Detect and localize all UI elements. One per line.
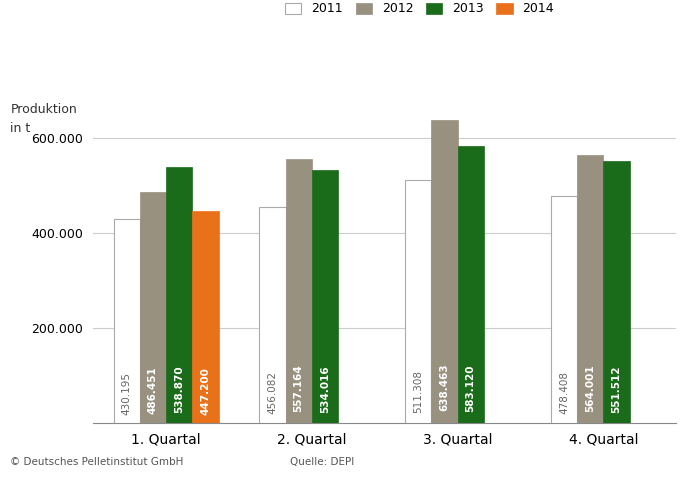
Bar	[259, 206, 286, 423]
Text: 486.451: 486.451	[148, 366, 158, 414]
Text: 430.195: 430.195	[121, 372, 132, 415]
Text: 478.408: 478.408	[559, 371, 569, 414]
Bar	[577, 155, 603, 423]
Text: Holzpelletproduktion in Deutschland 2011– 2014: Holzpelletproduktion in Deutschland 2011…	[1, 25, 689, 49]
Text: 638.463: 638.463	[440, 363, 449, 411]
Legend: 2011, 2012, 2013, 2014: 2011, 2012, 2013, 2014	[280, 0, 559, 21]
Text: 564.001: 564.001	[585, 365, 595, 413]
Bar	[286, 159, 312, 423]
Bar	[431, 120, 457, 423]
Text: Produktion: Produktion	[10, 103, 77, 116]
Text: © Deutsches Pelletinstitut GmbH: © Deutsches Pelletinstitut GmbH	[10, 456, 184, 467]
Bar	[603, 161, 629, 423]
Bar	[312, 170, 338, 423]
Text: 447.200: 447.200	[200, 367, 210, 414]
Bar	[140, 192, 166, 423]
Text: 456.082: 456.082	[268, 371, 277, 414]
Text: 538.870: 538.870	[174, 365, 184, 413]
Text: 511.308: 511.308	[413, 370, 423, 413]
Bar	[457, 146, 484, 423]
Bar	[551, 196, 577, 423]
Text: in t: in t	[10, 122, 30, 135]
Text: 583.120: 583.120	[466, 364, 475, 412]
Bar	[114, 219, 140, 423]
Text: 534.016: 534.016	[320, 365, 330, 413]
Text: Quelle: DEPI: Quelle: DEPI	[290, 456, 354, 467]
Text: 551.512: 551.512	[611, 365, 622, 413]
Text: 557.164: 557.164	[294, 365, 304, 413]
Bar	[193, 211, 219, 423]
Bar	[405, 180, 431, 423]
Bar	[166, 167, 193, 423]
